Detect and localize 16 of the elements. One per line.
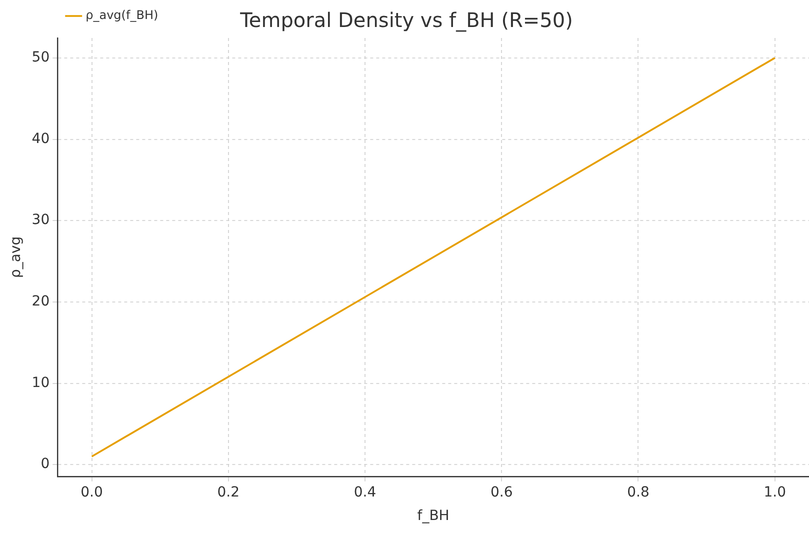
x-axis-title: f_BH <box>417 508 450 524</box>
y-axis-title: ρ_avg <box>8 236 24 278</box>
y-tick-label: 50 <box>32 50 50 66</box>
chart-title: Temporal Density vs f_BH (R=50) <box>239 8 573 32</box>
x-tick-label: 0.8 <box>627 484 650 500</box>
y-tick-label: 20 <box>32 294 50 310</box>
legend-label: ρ_avg(f_BH) <box>86 8 158 22</box>
x-tick-label: 0.4 <box>354 484 376 500</box>
y-tick-label: 10 <box>32 374 50 391</box>
x-tick-label: 0.2 <box>217 484 240 500</box>
y-tick-label: 30 <box>32 212 50 228</box>
x-tick-label: 1.0 <box>764 484 786 500</box>
x-tick-label: 0.0 <box>80 484 103 500</box>
y-tick-label: 40 <box>32 130 50 147</box>
x-tick-label: 0.6 <box>490 484 513 500</box>
y-tick-label: 0 <box>40 456 50 472</box>
